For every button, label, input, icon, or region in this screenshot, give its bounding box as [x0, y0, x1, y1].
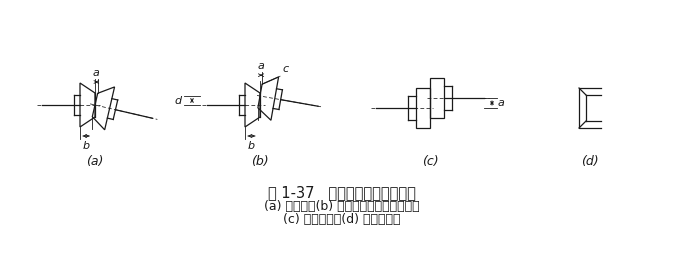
Text: c: c: [282, 64, 288, 74]
Text: (d): (d): [581, 155, 598, 168]
Text: d: d: [175, 95, 182, 105]
Text: b: b: [248, 141, 255, 151]
Text: (a): (a): [86, 155, 104, 168]
Text: b: b: [83, 141, 90, 151]
Text: (c): (c): [422, 155, 438, 168]
Text: (c) 径向位移；(d) 薄铜皮垫板: (c) 径向位移；(d) 薄铜皮垫板: [283, 213, 401, 226]
Text: (a) 角位移；(b) 径向和角位移同时存在；: (a) 角位移；(b) 径向和角位移同时存在；: [264, 200, 420, 213]
Text: (b): (b): [251, 155, 269, 168]
Text: a: a: [258, 61, 265, 71]
Text: a: a: [498, 98, 505, 108]
Text: a: a: [93, 68, 100, 78]
Text: 图 1-37   联轴器间心度偏移类型: 图 1-37 联轴器间心度偏移类型: [268, 185, 416, 200]
